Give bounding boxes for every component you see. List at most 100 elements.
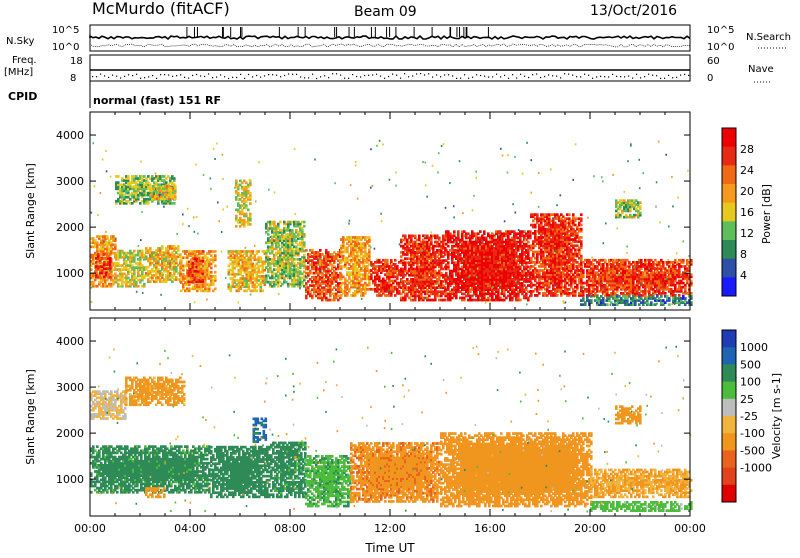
nave-dot: [244, 78, 245, 79]
nave-dot: [640, 77, 641, 78]
nave-dot: [320, 76, 321, 77]
nave-dot: [576, 76, 577, 77]
heatmap-cell: [173, 202, 176, 205]
beam-title: Beam 09: [354, 4, 417, 20]
nave-dot: [92, 76, 93, 77]
nave-dot: [588, 75, 589, 76]
heatmap-cell: [235, 215, 238, 218]
nave-dot: [264, 75, 265, 76]
nave-dot: [248, 74, 249, 75]
nave-dot: [500, 76, 501, 77]
nave-dot: [288, 73, 289, 74]
nave-dot: [428, 73, 429, 74]
heatmap-cell: [319, 249, 322, 252]
nsky-scale-top: 10^5: [52, 25, 79, 36]
heatmap-cell: [235, 180, 238, 183]
heatmap-cell: [109, 253, 112, 256]
nsky-traces: [90, 27, 690, 47]
nave-dot: [132, 75, 133, 76]
nave-dot: [136, 74, 137, 75]
heatmap-cell: [103, 253, 106, 256]
heatmap-cell: [152, 185, 155, 188]
nave-dot: [212, 77, 213, 78]
nave-dot: [572, 75, 573, 76]
nave-dot: [592, 78, 593, 79]
nave-dot: [596, 76, 597, 77]
nave-dot: [560, 77, 561, 78]
nave-dot: [348, 78, 349, 79]
heatmap-cell: [303, 221, 306, 224]
nave-dot: [672, 77, 673, 78]
heatmap-cell: [109, 276, 112, 279]
heatmap-cell: [538, 292, 541, 295]
heatmap-cell: [202, 276, 205, 279]
heatmap-cell: [279, 221, 282, 224]
heatmap-cell: [398, 290, 401, 293]
heatmap-cell: [386, 259, 389, 262]
nave-dot: [584, 74, 585, 75]
nave-dot: [340, 75, 341, 76]
nave-dot: [124, 76, 125, 77]
nave-dot: [344, 78, 345, 79]
nave-dot: [400, 78, 401, 79]
nave-dot: [488, 77, 489, 78]
nave-dot: [408, 76, 409, 77]
nave-dot: [204, 76, 205, 77]
nave-dot: [268, 74, 269, 75]
nave-dot: [432, 77, 433, 78]
nave-dot: [536, 73, 537, 74]
heatmap-cell: [291, 229, 294, 232]
nsearch-scale-bottom: 10^0: [707, 42, 734, 53]
nave-dot: [580, 76, 581, 77]
nave-dot: [676, 77, 677, 78]
nave-dot: [660, 78, 661, 79]
nave-dot: [188, 78, 189, 79]
nave-dot: [484, 76, 485, 77]
nave-dot: [520, 74, 521, 75]
nave-dot: [356, 76, 357, 77]
nave-dot: [612, 74, 613, 75]
heatmap-cell: [249, 202, 252, 205]
nave-dot: [632, 78, 633, 79]
heatmap-cell: [210, 271, 213, 274]
heatmap-cell: [95, 261, 98, 264]
heatmap-cell: [174, 195, 177, 198]
heatmap-cell: [256, 290, 259, 293]
nave-dot: [96, 76, 97, 77]
nave-dot: [328, 77, 329, 78]
heatmap-cell: [143, 283, 146, 286]
heatmap-cell: [114, 244, 117, 247]
nave-dot: [272, 74, 273, 75]
heatmap-cell: [394, 259, 397, 262]
heatmap-cell: [273, 221, 276, 224]
heatmap-cell: [303, 254, 306, 257]
nave-dot: [200, 75, 201, 76]
nave-dot: [568, 74, 569, 75]
heatmap-cell: [479, 230, 482, 233]
heatmap-cell: [117, 175, 120, 178]
nave-dot: [260, 77, 261, 78]
heatmap-cell: [249, 213, 252, 216]
heatmap-cell: [396, 265, 399, 268]
nave-dot: [416, 73, 417, 74]
heatmap-cell: [519, 299, 522, 302]
nave-dot: [172, 76, 173, 77]
heatmap-cell: [303, 233, 306, 236]
freq-tick-8: 8: [70, 73, 76, 84]
nave-dot: [556, 76, 557, 77]
station-title: McMurdo (fitACF): [92, 0, 230, 18]
nave-dot: [448, 74, 449, 75]
heatmap-cell: [235, 225, 238, 228]
heatmap-cell: [202, 260, 205, 263]
nave-dot: [420, 73, 421, 74]
nave-dot: [380, 76, 381, 77]
nave-dot: [624, 76, 625, 77]
nave-dot: [352, 74, 353, 75]
heatmap-cell: [447, 245, 450, 248]
nave-dot: [688, 75, 689, 76]
nave-dot: [152, 75, 153, 76]
heatmap-cell: [214, 275, 217, 278]
nave-dot: [424, 74, 425, 75]
nave-dot: [532, 74, 533, 75]
nave-dot: [468, 78, 469, 79]
